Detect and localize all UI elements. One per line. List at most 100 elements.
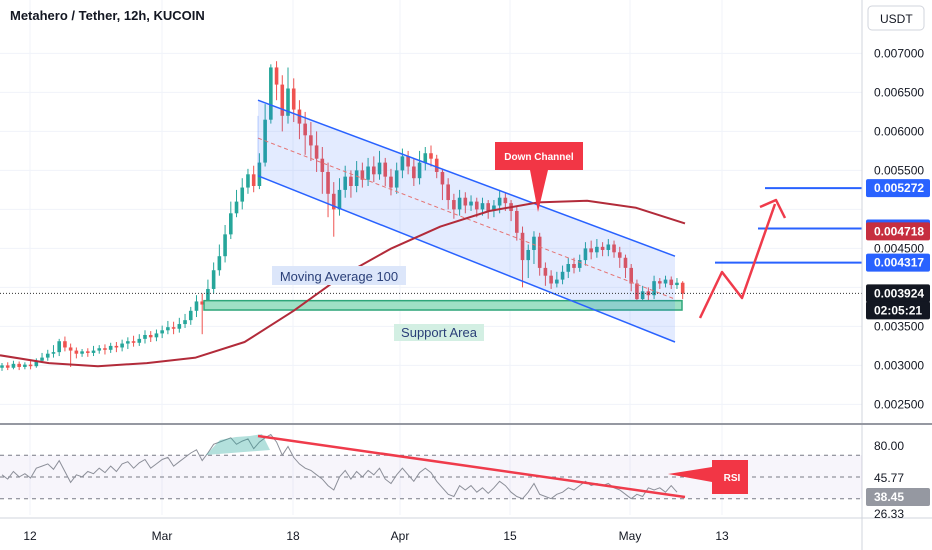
x-tick-label: 13	[715, 529, 729, 543]
ma-label-bg	[272, 266, 406, 285]
y-tick-label: 0.007000	[874, 46, 924, 60]
candle-body	[623, 257, 628, 268]
candle-body	[217, 256, 222, 271]
candle-body	[137, 338, 142, 343]
y-tick-label: 0.002500	[874, 397, 924, 411]
candle-body	[91, 350, 96, 353]
candle-body	[251, 174, 256, 186]
price-badge	[866, 179, 930, 198]
candle-body	[640, 291, 645, 300]
candle-body	[160, 330, 164, 334]
candle-body	[349, 176, 353, 186]
candle-body	[326, 171, 330, 194]
candle-body	[200, 301, 204, 305]
candle-body	[28, 364, 33, 367]
candle-body	[234, 201, 239, 214]
down-channel-callout	[495, 142, 583, 212]
candle-body	[463, 197, 468, 206]
candle-body	[314, 145, 319, 159]
candle-body	[663, 279, 668, 284]
candle-body	[492, 205, 496, 211]
x-tick-label: Apr	[391, 529, 410, 543]
candle-body	[612, 244, 616, 253]
price-badge	[866, 301, 930, 320]
candle-body	[617, 252, 622, 258]
candle-body	[572, 264, 576, 268]
candle-body	[354, 170, 359, 186]
price-badge-label: 02:05:21	[874, 303, 922, 317]
candle-body	[45, 353, 50, 358]
candle-body	[40, 357, 44, 361]
candle-body	[126, 341, 130, 344]
rsi-callout-label: RSI	[724, 473, 741, 484]
candle-body	[0, 365, 4, 368]
rsi-tick-label: 45.77	[874, 471, 904, 485]
candle-body	[377, 162, 382, 175]
candle-body	[103, 348, 107, 350]
rsi-value-label: 38.45	[874, 490, 904, 504]
chart-title: Metahero / Tether, 12h, KUCOIN	[10, 8, 205, 23]
candle-body	[211, 270, 216, 289]
candle-body	[383, 162, 388, 177]
candle-body	[34, 360, 39, 367]
x-tick-label: 15	[503, 529, 517, 543]
drawing-overlays: Support Area Moving Average 100 Down Chann…	[0, 99, 862, 368]
candle-body	[274, 67, 279, 85]
rsi-trendline	[257, 434, 686, 499]
candle-body	[229, 213, 233, 235]
candle-body	[206, 288, 210, 305]
candle-body	[114, 345, 119, 348]
candle-body	[423, 153, 428, 163]
support-area-label: Support Area	[401, 325, 478, 340]
candle-body	[120, 343, 124, 348]
candle-body	[583, 248, 588, 261]
candle-body	[372, 166, 376, 175]
candle-body	[412, 166, 416, 179]
candle-body	[343, 176, 347, 190]
candle-body	[366, 166, 370, 180]
candle-body	[537, 236, 542, 268]
candle-body	[108, 345, 113, 350]
candle-body	[515, 210, 519, 233]
candle-body	[309, 135, 313, 146]
candle-body	[589, 248, 593, 253]
projection-arrowhead	[759, 198, 787, 219]
candle-body	[469, 201, 473, 206]
price-badge-label: 0.005272	[874, 181, 924, 195]
candle-body	[51, 352, 56, 354]
candlestick-series	[0, 61, 685, 371]
x-tick-label: Mar	[152, 529, 173, 543]
candle-body	[577, 260, 582, 268]
y-tick-label: 0.006000	[874, 124, 924, 138]
candle-body	[291, 88, 296, 110]
candle-body	[171, 327, 176, 329]
candle-body	[337, 189, 342, 210]
candle-body	[68, 347, 73, 351]
candle-body	[23, 364, 27, 367]
price-badge-label: 0.004317	[874, 256, 924, 270]
candle-body	[526, 249, 531, 261]
candle-body	[223, 234, 227, 257]
rsi-tick-label: 26.33	[874, 507, 904, 521]
rsi-panel: RSI 80.00 45.77 38.45 26.33	[0, 433, 930, 521]
price-badge-label: 0.004718	[874, 224, 924, 238]
candle-body	[400, 156, 405, 171]
candle-body	[389, 176, 393, 188]
candle-body	[183, 320, 187, 325]
grid-lines	[0, 0, 862, 515]
channel-lower-line	[257, 175, 676, 343]
candle-body	[440, 171, 445, 185]
candle-body	[417, 162, 422, 179]
candle-body	[486, 203, 490, 211]
price-badge-label: 0.003924	[874, 286, 924, 300]
candle-body	[457, 197, 462, 210]
down-channel-label: Down Channel	[504, 152, 574, 163]
candle-body	[360, 170, 365, 180]
candle-body	[520, 232, 525, 261]
candle-body	[17, 363, 21, 367]
candle-body	[166, 327, 170, 331]
candle-body	[63, 341, 67, 348]
candle-body	[658, 281, 662, 284]
